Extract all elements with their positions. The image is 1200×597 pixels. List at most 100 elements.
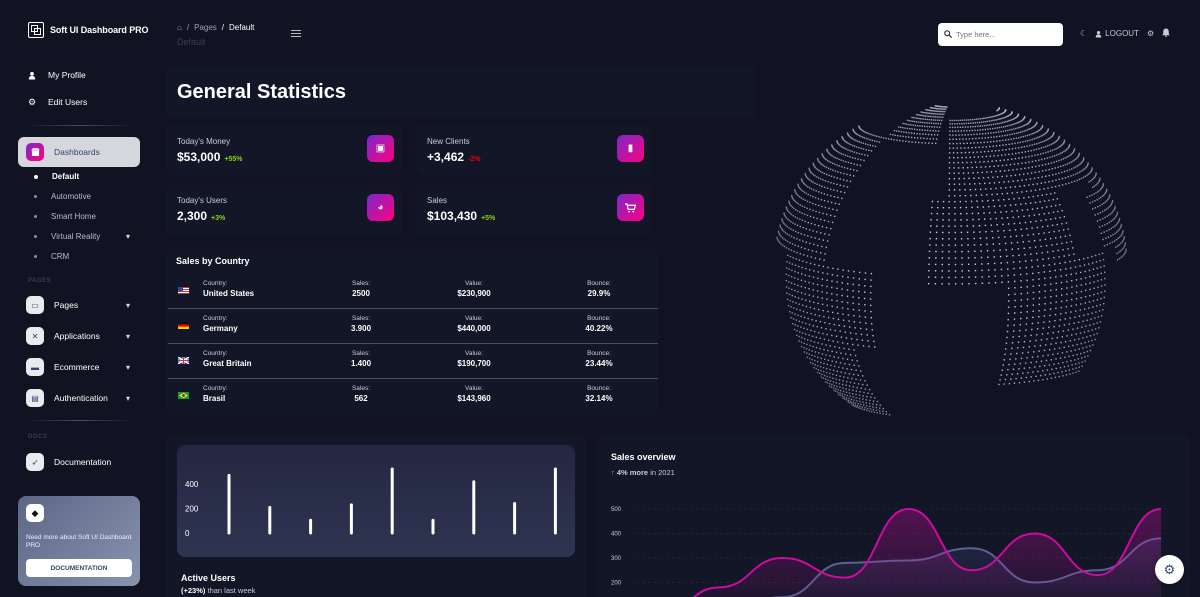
page-title: Default [177, 37, 206, 47]
sidebar-item-my-profile[interactable]: My Profile [28, 70, 86, 80]
table-row[interactable]: Country: Germany Sales: 3.900 Value: $440,0… [166, 309, 658, 344]
brand-title: Soft UI Dashboard PRO [50, 25, 149, 35]
logout-link[interactable]: LOGOUT [1095, 29, 1139, 38]
cart-icon [617, 194, 644, 221]
sidebar-subitem-automotive[interactable]: Automotive [34, 192, 91, 201]
y-tick-label: 0 [185, 529, 190, 538]
sales-overview-suffix: in 2021 [650, 468, 675, 477]
document-icon: ▤ [26, 389, 44, 407]
brazil-flag-icon [178, 392, 189, 399]
sidebar-subitem-crm[interactable]: CRM [34, 252, 69, 261]
search-input[interactable] [956, 30, 1056, 39]
country-cell: Country: Great Britain [203, 350, 252, 368]
value-cell: Value: $230,900 [457, 280, 491, 298]
sidebar-item-label: Documentation [54, 457, 112, 467]
sidebar-item-dashboards[interactable]: Dashboards [18, 137, 140, 167]
chevron-down-icon[interactable]: ▾ [126, 301, 131, 310]
breadcrumb-separator: / [221, 23, 224, 32]
gear-icon: ⚙ [1163, 561, 1176, 577]
sidebar-item-label: Applications [54, 331, 100, 341]
bar-chart-svg: 400 200 0 [185, 467, 557, 538]
stat-change: +55% [224, 156, 243, 163]
y-tick-label: 500 [611, 507, 622, 513]
sidebar-item-ecommerce[interactable]: ▬ Ecommerce [26, 358, 99, 376]
chevron-down-icon[interactable]: ▾ [126, 394, 131, 403]
active-users-card: 400 200 0 Active Users (+23%) than last we… [166, 435, 586, 597]
series-area [694, 509, 1161, 597]
stat-value: +3,462 [427, 150, 465, 164]
country-cell: Country: Germany [203, 315, 238, 333]
help-card: ◆ Need more about Soft UI Dashboard PRO … [18, 496, 140, 586]
sidebar-item-label: Authentication [54, 393, 108, 403]
sidebar-subitem-virtual-reality[interactable]: Virtual Reality [34, 232, 100, 241]
subitem-label: Default [52, 172, 80, 181]
active-users-suffix: than last week [207, 586, 256, 595]
gear-icon: ⚙ [27, 96, 37, 107]
settings-fab[interactable]: ⚙ [1155, 555, 1184, 584]
home-icon[interactable]: ⌂ [177, 23, 182, 32]
sidebar-item-authentication[interactable]: ▤ Authentication [26, 389, 108, 407]
stat-card-sales: Sales $103,430 +5% [416, 183, 652, 235]
stat-label: Today's Money [177, 137, 231, 146]
sidebar-item-documentation[interactable]: ➶ Documentation [26, 453, 111, 471]
sidebar-item-pages[interactable]: ▭ Pages [26, 296, 78, 314]
brand[interactable]: Soft UI Dashboard PRO [28, 22, 149, 38]
subitem-label: Virtual Reality [51, 232, 101, 241]
sidebar-subitem-default[interactable]: Default [34, 172, 79, 181]
stat-value-row: $103,430 +5% [427, 209, 495, 223]
pages-icon: ▭ [26, 296, 44, 314]
bounce-cell: Bounce: 29.9% [587, 280, 611, 298]
sidebar-item-edit-users[interactable]: ⚙ Edit Users [27, 96, 88, 108]
logo-icon [28, 22, 44, 38]
logout-label: LOGOUT [1105, 29, 1139, 38]
user-icon [1095, 30, 1102, 37]
divider [24, 125, 136, 126]
stats-title: General Statistics [177, 81, 346, 103]
subitem-label: Automotive [51, 192, 92, 201]
table-row[interactable]: Country: United States Sales: 2500 Value: $… [166, 274, 658, 309]
sidebar-item-label: My Profile [48, 70, 86, 80]
bullet-icon [34, 255, 37, 258]
bell-icon[interactable] [1162, 28, 1171, 39]
chevron-down-icon[interactable]: ▾ [126, 332, 131, 341]
gear-icon[interactable]: ⚙ [1146, 29, 1155, 38]
moon-icon[interactable]: ☾ [1080, 29, 1088, 38]
sidebar-item-applications[interactable]: ✕ Applications [26, 327, 100, 345]
bullet-icon [34, 195, 37, 198]
stat-change: +3% [211, 215, 226, 222]
menu-icon[interactable] [291, 30, 301, 39]
tools-icon: ✕ [26, 327, 44, 345]
stats-header: General Statistics [166, 66, 756, 118]
us-flag-icon [178, 287, 189, 294]
sidebar-subitem-smart-home[interactable]: Smart Home [34, 212, 96, 221]
sidebar-item-label: Dashboards [54, 147, 100, 157]
documentation-button[interactable]: DOCUMENTATION [26, 559, 132, 577]
stat-value: $53,000 [177, 150, 221, 164]
breadcrumb-pages[interactable]: Pages [194, 23, 217, 32]
chevron-down-icon[interactable]: ▾ [126, 232, 131, 241]
table-row[interactable]: Country: Brasil Sales: 562 Value: $143,960 … [166, 379, 658, 414]
line-chart-svg: 500 400 300 200 [611, 507, 1166, 597]
bounce-cell: Bounce: 40.22% [585, 315, 613, 333]
bullet-icon [34, 235, 37, 238]
stat-card-clients: New Clients +3,462 -2% ▮ [416, 124, 652, 176]
stat-label: Sales [427, 196, 448, 205]
sidebar-item-label: Edit Users [48, 97, 88, 107]
arrow-up-icon: ↑ [611, 468, 615, 477]
series-line [692, 507, 1162, 597]
stat-label: New Clients [427, 137, 470, 146]
table-row[interactable]: Country: Great Britain Sales: 1.400 Value:… [166, 344, 658, 379]
country-cell: Country: United States [203, 280, 255, 298]
search-box[interactable] [938, 23, 1063, 46]
value-cell: Value: $143,960 [457, 385, 491, 403]
sales-cell: Sales: 3.900 [351, 315, 372, 333]
chevron-down-icon[interactable]: ▾ [126, 363, 131, 372]
subitem-label: CRM [51, 252, 70, 261]
value-cell: Value: $190,700 [457, 350, 491, 368]
value-cell: Value: $440,000 [457, 315, 491, 333]
bullet-icon [34, 174, 38, 179]
sidebar-item-label: Pages [54, 300, 79, 310]
row-divider [168, 378, 658, 379]
y-tick-label: 400 [611, 532, 622, 538]
active-users-chart: 400 200 0 [177, 445, 575, 557]
